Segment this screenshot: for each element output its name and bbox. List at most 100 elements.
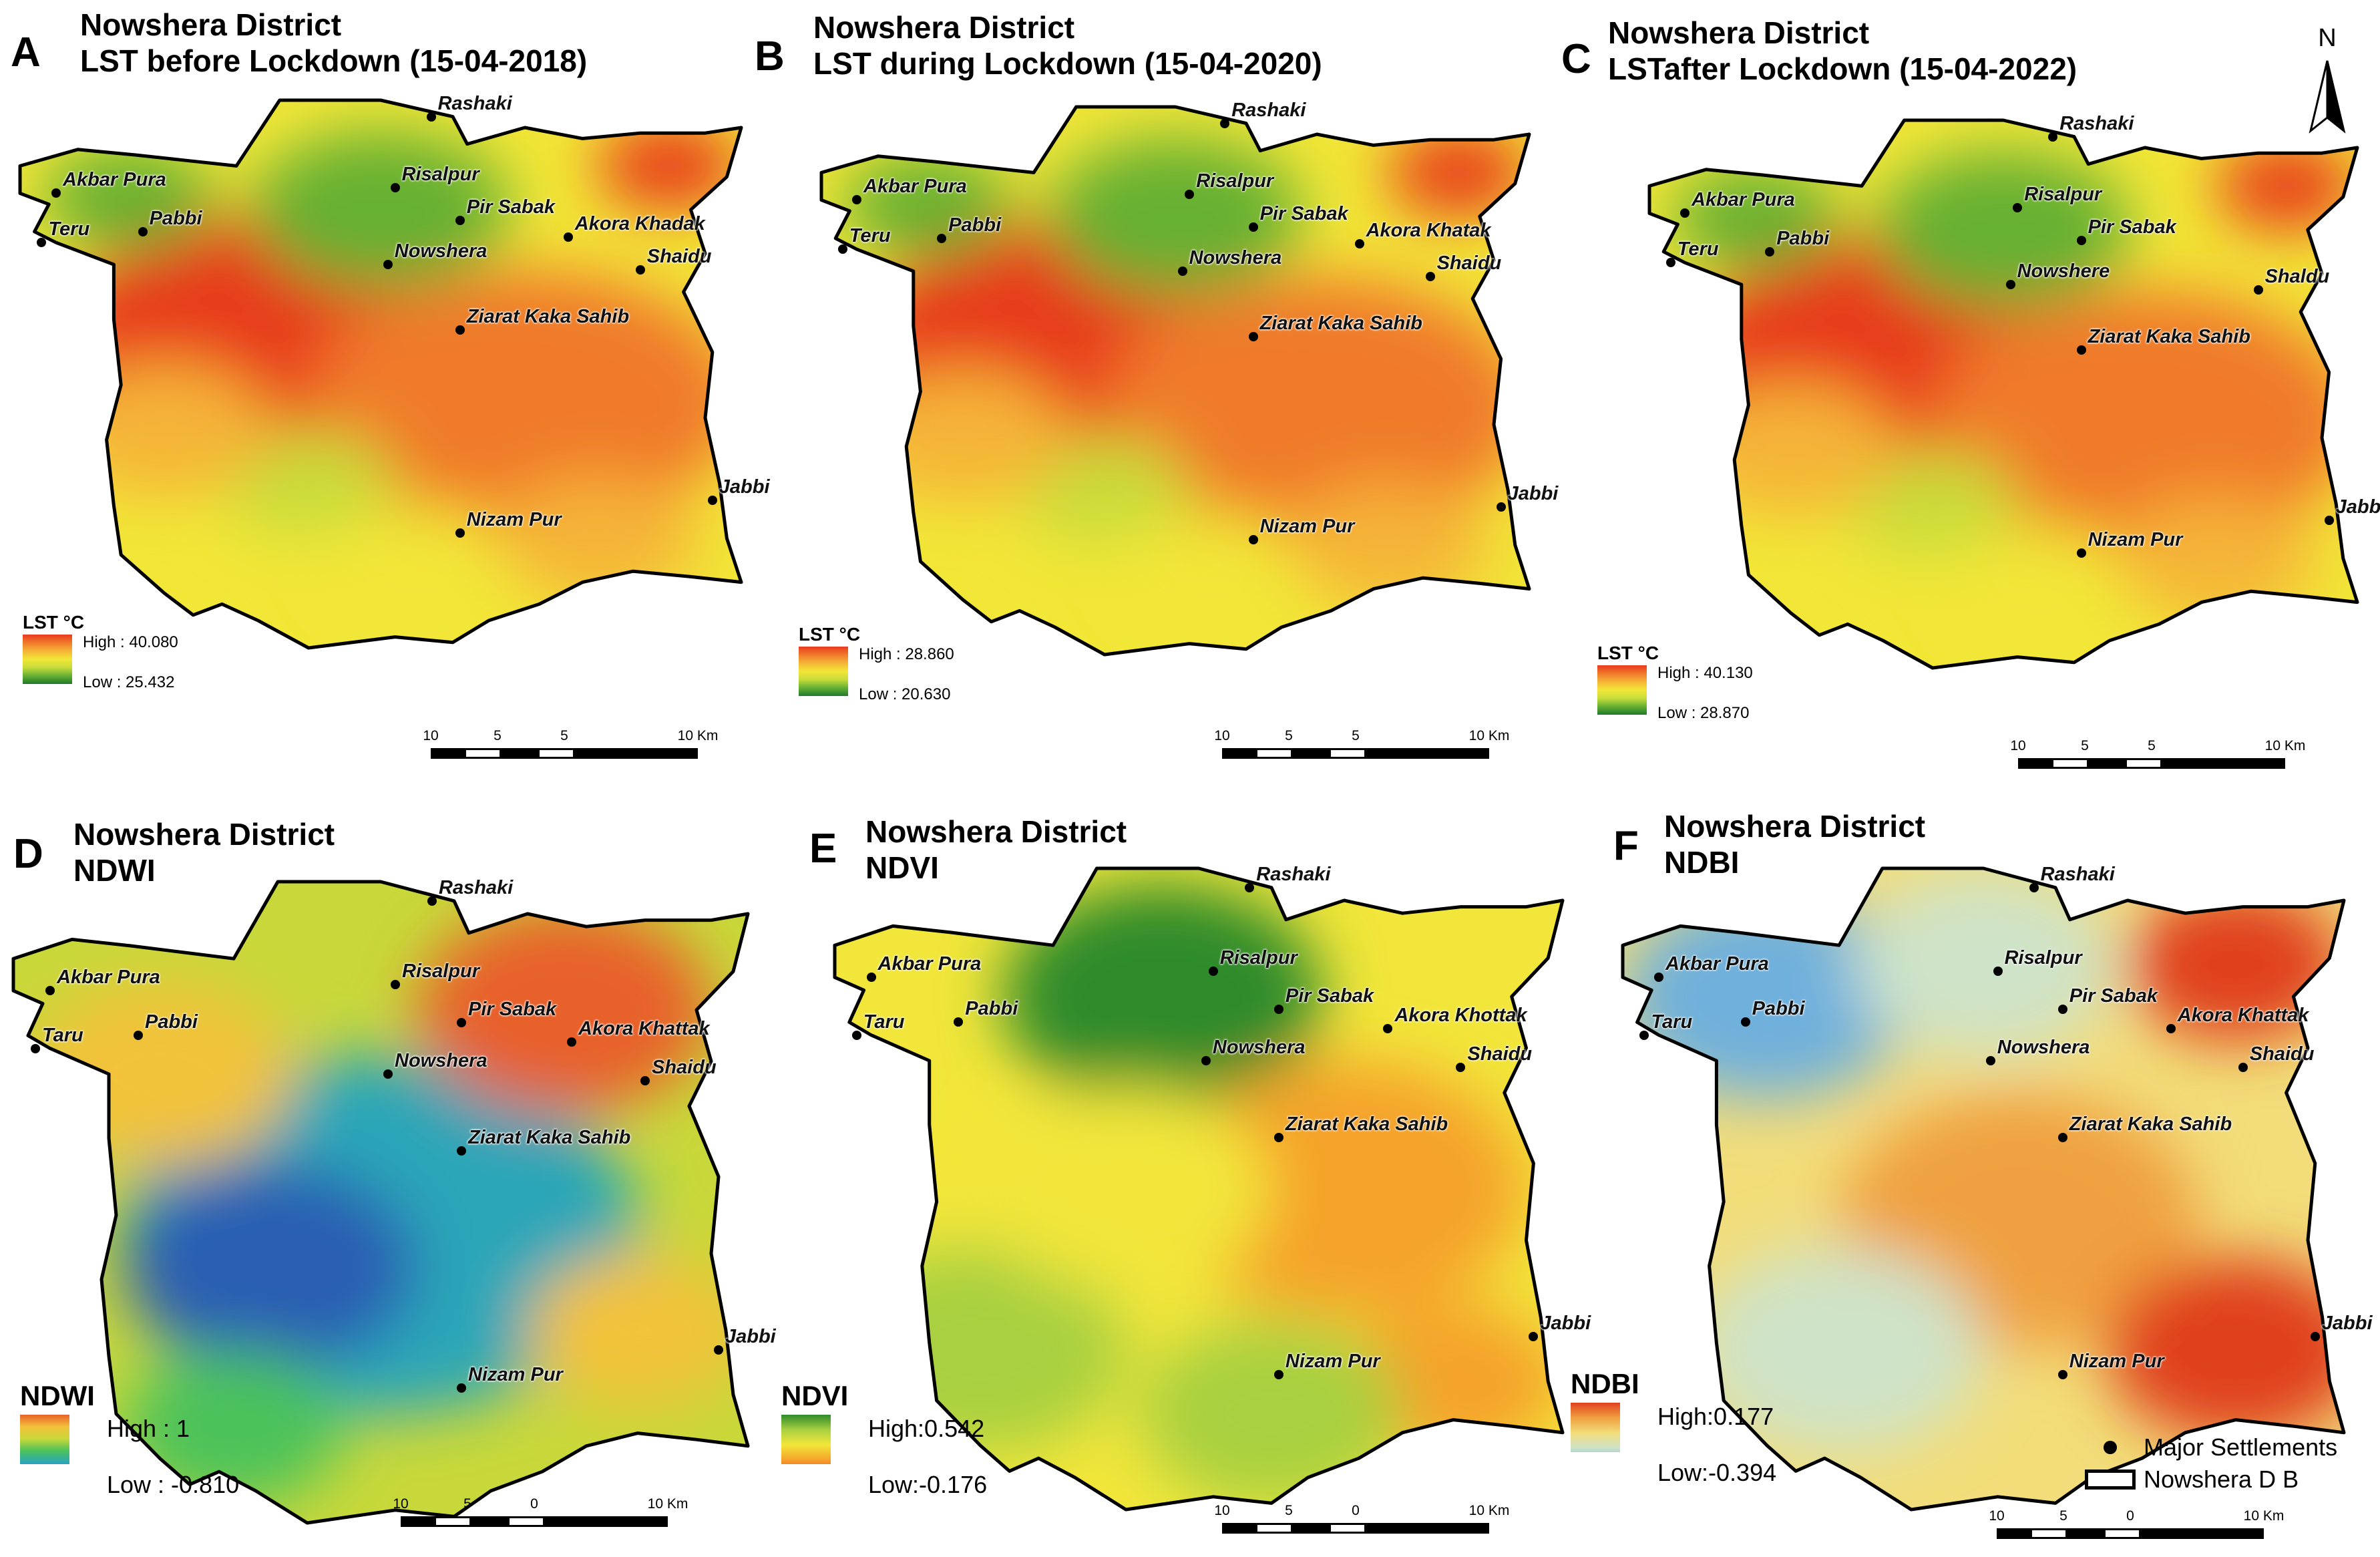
raster-patch: [56, 363, 272, 495]
panel-title-line: Nowshera District: [1608, 15, 1870, 50]
scale-bar-label: 5: [1285, 728, 1293, 743]
settlement-dot-icon: [567, 1037, 576, 1047]
settlement-label: Pir Sabak: [466, 196, 555, 218]
settlement-label: Akora Khattak: [578, 1018, 710, 1039]
settlement-label: Risalpur: [1219, 946, 1298, 969]
legend-title: NDVI: [781, 1380, 849, 1411]
district-boundary: [1647, 118, 2359, 670]
scale-bar: 10 5 5 10 Km: [1214, 728, 1509, 761]
settlement-label: Shaidu: [1436, 252, 1502, 275]
settlement-label: Risalpur: [2004, 946, 2082, 969]
scale-bar-label: 10 Km: [677, 728, 719, 743]
settlement-dot-icon: [2076, 236, 2086, 246]
settlement-dot-icon: [455, 325, 465, 335]
scale-bar-label: 5: [2081, 738, 2089, 753]
legend-low: Low : 20.630: [859, 685, 951, 703]
settlement-label: Nowshera: [1212, 1037, 1306, 1058]
settlement-label: Ziarat Kaka Sahib: [468, 1127, 631, 1149]
settlement-dot-icon: [1273, 1133, 1283, 1143]
legend-title: LST °C: [1597, 643, 1659, 663]
settlement-dot-icon: [391, 979, 400, 989]
settlement-dot-icon: [563, 232, 573, 242]
scale-bar-label: 10: [423, 728, 439, 743]
scale-bar-label: 10: [393, 1496, 409, 1512]
scale-bar-label: 10 Km: [1468, 728, 1510, 743]
panel-title-line: Nowshera District: [813, 10, 1075, 45]
raster-patch: [1695, 1246, 1983, 1452]
settlement-label: Akora Khatak: [1366, 220, 1491, 241]
legend-high: High : 40.080: [83, 633, 178, 651]
settlement-label: Akora Khattak: [2177, 1005, 2309, 1026]
raster-patch: [222, 431, 395, 536]
settlement-label: Akbar Pura: [63, 169, 166, 191]
scale-bar-label: 5: [560, 728, 568, 743]
settlement-label: Nowshera: [1997, 1037, 2090, 1058]
settlement-dot-icon: [457, 1383, 466, 1393]
settlement-label: Jabbi: [725, 1325, 776, 1347]
settlement-dot-icon: [937, 233, 947, 243]
raster-patch: [842, 152, 1013, 258]
scale-bar-label: 0: [1352, 1503, 1360, 1518]
settlement-dot-icon: [1208, 966, 1218, 976]
settlement-dot-icon: [1383, 1024, 1393, 1033]
panel-letter: C: [1561, 36, 1591, 82]
settlement-label: Nizam Pur: [2069, 1351, 2164, 1373]
raster-patch: [1933, 290, 2357, 553]
district-map: [18, 98, 743, 650]
settlement-dot-icon: [1496, 502, 1506, 512]
settlement-dot-icon: [390, 183, 400, 193]
settlement-label: Jabbi: [2335, 496, 2380, 518]
settlement-dot-icon: [2324, 515, 2334, 525]
legend-low: Low : -0.810: [107, 1471, 240, 1498]
settlement-dot-icon: [1665, 258, 1675, 268]
settlement-label: Jabbi: [719, 476, 770, 498]
scale-bar-label: 5: [1352, 728, 1360, 743]
scale-bar-label: 5: [2148, 738, 2156, 753]
legend-ramp: [1571, 1403, 1620, 1452]
settlement-label: Jabbi: [1540, 1312, 1591, 1334]
legend-high: High:0.542: [868, 1415, 985, 1442]
raster-patch: [597, 122, 741, 210]
raster-patch: [315, 504, 518, 627]
raster-patch: [124, 1349, 344, 1504]
settlement-label: Akbar Pura: [57, 967, 160, 989]
settlement-dot-icon: [640, 1075, 650, 1085]
legend-title: LST °C: [23, 612, 85, 633]
district-map: [819, 105, 1531, 657]
north-arrow: N: [2304, 24, 2351, 144]
settlement-label: Rashaki: [2040, 863, 2115, 885]
settlement-dot-icon: [1248, 222, 1258, 232]
settlement-label: Pir Sabak: [2088, 216, 2176, 238]
settlement-dot-icon: [2253, 285, 2263, 295]
raster-patch: [1388, 128, 1529, 216]
settlement-label: Pabbi: [145, 1011, 198, 1033]
scale-bar: 10 5 0 10 Km: [1214, 1503, 1509, 1536]
settlement-dot-icon: [457, 1146, 466, 1156]
settlement-label: Pabbi: [948, 214, 1002, 236]
raster-patch: [1685, 383, 1897, 515]
settlement-dot-icon: [1185, 190, 1195, 200]
scale-bar-label: 10: [1214, 1503, 1230, 1518]
settlement-dot-icon: [383, 1069, 393, 1079]
settlement-label: Pabbi: [1776, 227, 1830, 249]
map-legend: Major Settlements Nowshera D B: [2077, 1429, 2371, 1496]
raster-patch: [124, 1164, 417, 1369]
raster-patch: [41, 146, 215, 252]
settlement-label: Pir Sabak: [1285, 985, 1374, 1007]
settlement-label: Rashaki: [439, 876, 514, 898]
settlement-label: Jabbi: [1507, 482, 1559, 504]
settlement-label: Ziarat Kaka Sahib: [1285, 1113, 1448, 1136]
scale-bar-label: 0: [2126, 1508, 2134, 1524]
settlement-dot-icon: [31, 1043, 40, 1053]
settlement-dot-icon: [954, 1017, 964, 1027]
legend-ramp: [781, 1415, 831, 1464]
settlement-label: Pabbi: [1752, 998, 1805, 1020]
scale-bar-label: 5: [493, 728, 502, 743]
scale-bar-label: 10 Km: [647, 1496, 688, 1512]
legend-boundary-label: Nowshera D B: [2144, 1465, 2299, 1493]
panel-letter: A: [11, 29, 41, 75]
raster-patch: [1162, 1061, 1527, 1317]
settlement-label: Risalpur: [401, 164, 479, 186]
settlement-dot-icon: [1201, 1056, 1211, 1065]
settlement-label: Akbar Pura: [877, 953, 982, 975]
